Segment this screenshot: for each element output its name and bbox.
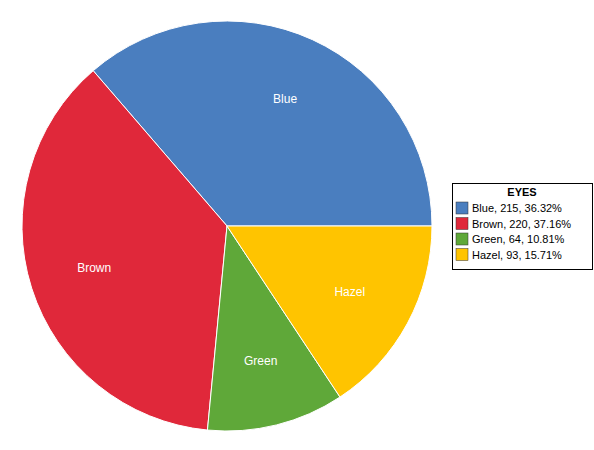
slice-label: Hazel: [334, 285, 365, 299]
pie: [22, 21, 432, 431]
slice-label: Brown: [77, 261, 111, 275]
legend: EYES Blue, 215, 36.32% Brown, 220, 37.16% G…: [453, 184, 593, 270]
legend-entry: Brown, 220, 37.16%: [456, 218, 571, 230]
slice-label: Blue: [273, 92, 297, 106]
legend-entry: Green, 64, 10.81%: [456, 233, 565, 245]
legend-swatch: [456, 202, 468, 214]
legend-swatch: [456, 249, 468, 261]
legend-entry: Hazel, 93, 15.71%: [456, 249, 562, 261]
legend-entry: Blue, 215, 36.32%: [456, 202, 562, 214]
pie-slice: [227, 226, 432, 397]
slice-label: Green: [244, 354, 277, 368]
slice-labels: Blue Brown Green Hazel: [77, 92, 365, 368]
legend-label: Blue, 215, 36.32%: [472, 202, 562, 214]
pie-slice: [22, 71, 227, 430]
chart: Blue Brown Green Hazel EYES Blue, 215, 36.32%…: [0, 0, 594, 450]
legend-swatch: [456, 233, 468, 245]
legend-title: EYES: [507, 186, 536, 198]
legend-label: Hazel, 93, 15.71%: [472, 249, 562, 261]
legend-box: [453, 184, 593, 270]
legend-label: Green, 64, 10.81%: [472, 233, 565, 245]
legend-label: Brown, 220, 37.16%: [472, 218, 571, 230]
legend-swatch: [456, 218, 468, 230]
